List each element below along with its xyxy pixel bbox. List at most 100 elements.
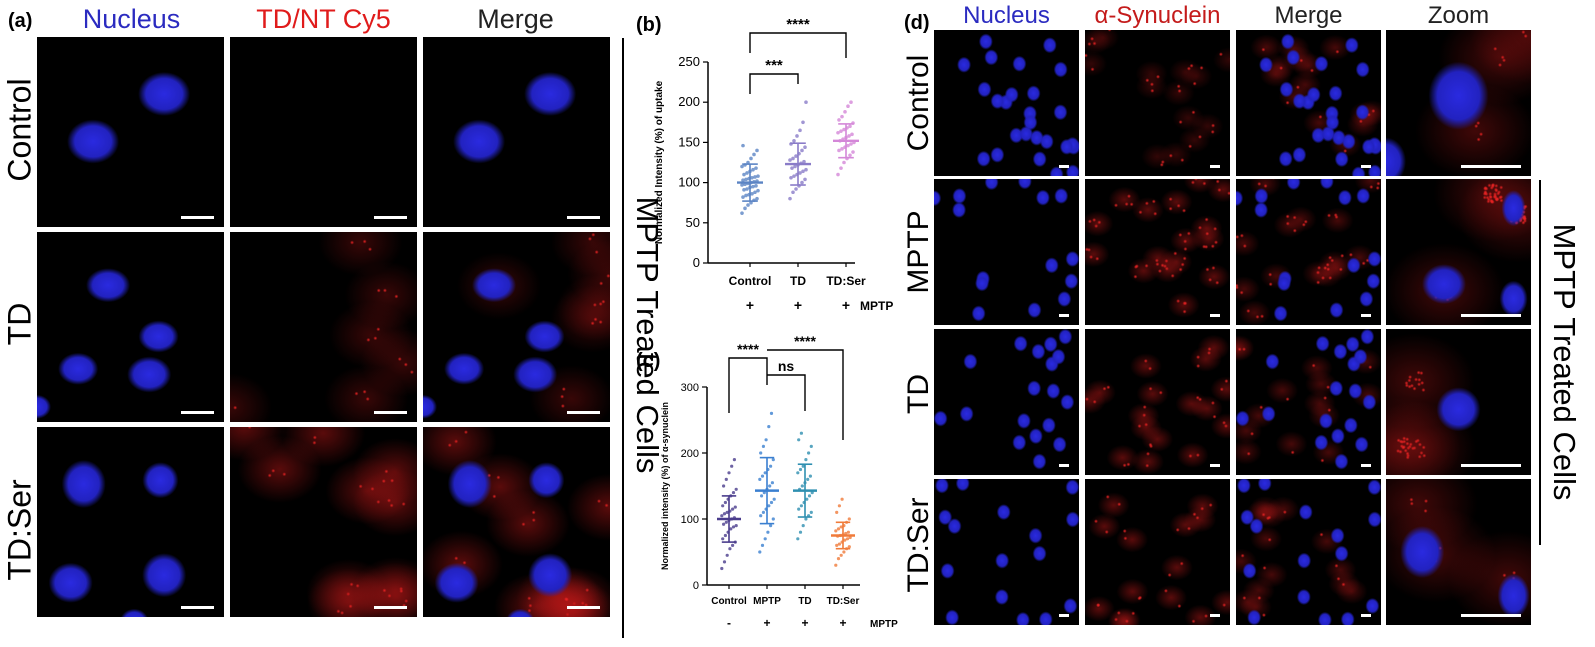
data-point bbox=[722, 522, 726, 526]
data-point bbox=[751, 167, 755, 172]
panel-a-row-control: Control bbox=[1, 78, 38, 182]
panel-a-control-merge-micrograph bbox=[423, 37, 610, 227]
data-point bbox=[791, 190, 795, 195]
scale-bar bbox=[1361, 614, 1371, 617]
significance-label: **** bbox=[786, 16, 810, 33]
panel-a-control-stain-micrograph bbox=[230, 37, 417, 227]
data-point bbox=[846, 104, 850, 109]
data-point bbox=[839, 553, 843, 557]
data-point bbox=[771, 458, 775, 462]
panel-a-td-nucleus-micrograph bbox=[37, 232, 224, 422]
data-point bbox=[836, 172, 840, 177]
treatment-mark: + bbox=[839, 616, 846, 630]
data-point bbox=[758, 477, 762, 481]
panel-a-header-merge: Merge bbox=[477, 4, 554, 34]
scale-bar bbox=[374, 216, 407, 219]
significance-bracket bbox=[749, 32, 847, 58]
data-point bbox=[801, 464, 805, 468]
data-point bbox=[848, 124, 852, 129]
data-point bbox=[837, 118, 841, 122]
data-point bbox=[800, 148, 804, 153]
panel-d-control-merge-micrograph bbox=[1236, 30, 1381, 176]
data-point bbox=[743, 206, 747, 211]
scale-bar bbox=[1059, 314, 1069, 317]
data-point bbox=[750, 175, 754, 180]
significance-bracket bbox=[728, 357, 768, 413]
data-point bbox=[741, 195, 745, 199]
data-point bbox=[731, 491, 736, 495]
treatment-mark: - bbox=[727, 616, 731, 630]
treatment-mark: + bbox=[801, 616, 808, 630]
data-point bbox=[804, 100, 808, 104]
panel-d-side-label: MPTP Treated Cells bbox=[1547, 223, 1582, 501]
panel-d-row-control: Control bbox=[902, 54, 935, 152]
data-point bbox=[745, 187, 749, 191]
data-point bbox=[847, 517, 851, 521]
data-point bbox=[836, 527, 841, 531]
data-point bbox=[755, 148, 759, 153]
data-point bbox=[742, 188, 746, 192]
data-point bbox=[843, 110, 847, 114]
panel-a-header-nucleus: Nucleus bbox=[82, 4, 181, 34]
data-point bbox=[722, 484, 726, 488]
data-point bbox=[724, 520, 728, 524]
significance-bracket bbox=[767, 374, 806, 411]
data-point bbox=[752, 152, 756, 157]
data-point bbox=[729, 527, 733, 531]
panel-c-letter: (c) bbox=[636, 350, 661, 372]
x-tick-label: Control bbox=[711, 596, 747, 607]
x-tick-label: TD:Ser bbox=[827, 596, 860, 607]
data-point bbox=[731, 525, 736, 529]
data-point bbox=[839, 166, 843, 170]
panel-d-row-td: TD bbox=[902, 374, 935, 414]
data-point bbox=[842, 550, 846, 554]
y-axis-title: Normalized Intensity (%) of uptake bbox=[654, 80, 665, 244]
y-tick-label: 300 bbox=[681, 382, 699, 394]
data-point bbox=[837, 504, 841, 508]
data-point bbox=[756, 174, 760, 178]
data-point bbox=[723, 500, 727, 505]
panel-a-td-stain-micrograph bbox=[230, 232, 417, 422]
data-point bbox=[721, 537, 725, 541]
data-point bbox=[793, 164, 797, 169]
data-point bbox=[809, 510, 813, 514]
data-point bbox=[720, 514, 724, 518]
data-point bbox=[809, 444, 813, 448]
data-point bbox=[744, 193, 748, 198]
panel-d-control-stain-micrograph bbox=[1085, 30, 1230, 176]
panel-b-chart: 0 50 100 150 200 250 Normalized Intensity (%) … bbox=[654, 16, 893, 313]
x-tick-label: Control bbox=[729, 274, 772, 288]
data-point bbox=[731, 543, 735, 547]
data-point bbox=[807, 451, 811, 455]
data-point bbox=[797, 438, 801, 442]
data-point bbox=[851, 150, 855, 154]
panel-d-letter: (d) bbox=[904, 12, 930, 34]
panel-d-td-stain-micrograph bbox=[1085, 329, 1230, 475]
data-point bbox=[794, 187, 798, 191]
scale-bar bbox=[181, 606, 214, 609]
data-point bbox=[770, 481, 774, 485]
data-point bbox=[799, 431, 803, 435]
panel-d-mptp-stain-micrograph bbox=[1085, 179, 1230, 325]
data-point bbox=[753, 175, 757, 179]
scale-bar bbox=[567, 411, 600, 414]
data-point bbox=[796, 471, 800, 475]
significance-bracket bbox=[767, 349, 844, 440]
panel-d-control-nucleus-micrograph bbox=[934, 30, 1079, 176]
treatment-mark: + bbox=[794, 297, 802, 313]
panel-d-header-merge: Merge bbox=[1274, 2, 1343, 29]
data-point bbox=[755, 196, 759, 201]
scale-bar bbox=[1210, 614, 1220, 617]
data-point bbox=[842, 127, 846, 132]
data-point bbox=[849, 100, 853, 104]
data-point bbox=[763, 471, 767, 475]
data-point bbox=[720, 566, 724, 571]
data-point bbox=[732, 458, 736, 462]
panel-a-tdser-merge-micrograph bbox=[423, 427, 610, 617]
scale-bar bbox=[1461, 165, 1521, 168]
panel-a-tdser-stain-micrograph bbox=[230, 427, 417, 617]
data-point bbox=[788, 196, 792, 201]
data-point bbox=[722, 512, 727, 516]
panel-d-tdser-nucleus-micrograph bbox=[934, 479, 1079, 625]
treatment-mark: + bbox=[763, 616, 770, 630]
